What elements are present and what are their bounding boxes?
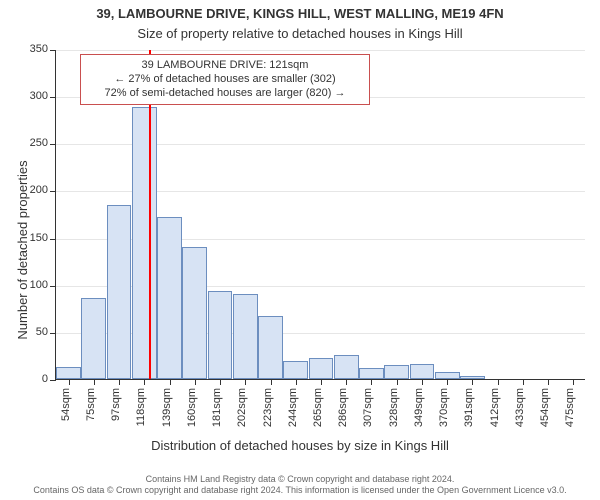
annotation-line-1: 39 LAMBOURNE DRIVE: 121sqm — [87, 59, 363, 73]
x-axis-label: Distribution of detached houses by size … — [0, 438, 600, 464]
y-tick-mark — [50, 144, 56, 145]
x-tick-mark — [69, 379, 70, 385]
x-tick-mark — [119, 379, 120, 385]
histogram-bar — [56, 367, 81, 379]
histogram-bar — [208, 291, 233, 379]
histogram-bar — [283, 361, 308, 379]
x-tick-label: 454sqm — [539, 388, 551, 427]
x-tick-mark — [371, 379, 372, 385]
histogram-bar — [81, 298, 106, 379]
x-tick-mark — [321, 379, 322, 385]
chart-subtitle: Size of property relative to detached ho… — [0, 26, 600, 41]
x-tick-mark — [144, 379, 145, 385]
annotation-box: 39 LAMBOURNE DRIVE: 121sqm ← 27% of deta… — [80, 54, 370, 105]
x-tick-label: 181sqm — [211, 388, 223, 427]
x-tick-label: 391sqm — [463, 388, 475, 427]
x-tick-mark — [447, 379, 448, 385]
x-tick-mark — [548, 379, 549, 385]
x-tick-mark — [472, 379, 473, 385]
x-tick-mark — [220, 379, 221, 385]
x-tick-label: 75sqm — [85, 388, 97, 421]
histogram-bar — [309, 358, 334, 379]
histogram-bar — [410, 364, 435, 379]
x-tick-label: 223sqm — [262, 388, 274, 427]
x-tick-mark — [422, 379, 423, 385]
y-tick-mark — [50, 50, 56, 51]
x-tick-mark — [245, 379, 246, 385]
x-tick-mark — [498, 379, 499, 385]
y-tick-mark — [50, 286, 56, 287]
histogram-bar — [107, 205, 132, 379]
y-tick-mark — [50, 380, 56, 381]
histogram-bar — [384, 365, 409, 379]
footer-line-1: Contains HM Land Registry data © Crown c… — [0, 474, 600, 485]
y-tick-label: 50 — [36, 326, 48, 338]
x-tick-mark — [296, 379, 297, 385]
histogram-bar — [157, 217, 182, 379]
y-tick-label: 150 — [30, 232, 48, 244]
histogram-chart: 39, LAMBOURNE DRIVE, KINGS HILL, WEST MA… — [0, 0, 600, 500]
x-tick-label: 118sqm — [135, 388, 147, 426]
chart-footer: Contains HM Land Registry data © Crown c… — [0, 474, 600, 496]
x-tick-label: 97sqm — [110, 388, 122, 421]
x-tick-label: 349sqm — [413, 388, 425, 427]
histogram-bar — [182, 247, 207, 379]
x-tick-mark — [397, 379, 398, 385]
y-tick-label: 250 — [30, 137, 48, 149]
x-tick-mark — [346, 379, 347, 385]
y-tick-mark — [50, 97, 56, 98]
histogram-bar — [359, 368, 384, 379]
footer-line-2: Contains OS data © Crown copyright and d… — [0, 485, 600, 496]
x-tick-mark — [271, 379, 272, 385]
x-tick-label: 412sqm — [489, 388, 501, 427]
histogram-bar — [132, 107, 157, 379]
x-tick-label: 244sqm — [287, 388, 299, 427]
y-tick-label: 350 — [30, 43, 48, 55]
y-tick-label: 300 — [30, 90, 48, 102]
x-tick-label: 160sqm — [186, 388, 198, 427]
gridline-h — [56, 50, 585, 51]
chart-title: 39, LAMBOURNE DRIVE, KINGS HILL, WEST MA… — [0, 6, 600, 21]
x-tick-mark — [195, 379, 196, 385]
x-tick-mark — [170, 379, 171, 385]
x-tick-label: 433sqm — [514, 388, 526, 427]
x-tick-label: 370sqm — [438, 388, 450, 427]
x-tick-label: 265sqm — [312, 388, 324, 427]
annotation-line-2: ← 27% of detached houses are smaller (30… — [87, 73, 363, 87]
x-tick-label: 54sqm — [60, 388, 72, 421]
annotation-line-3: 72% of semi-detached houses are larger (… — [87, 87, 363, 101]
x-tick-mark — [573, 379, 574, 385]
y-tick-label: 200 — [30, 184, 48, 196]
y-axis-label: Number of detached properties — [15, 160, 30, 339]
y-tick-mark — [50, 239, 56, 240]
y-tick-mark — [50, 333, 56, 334]
histogram-bar — [435, 372, 460, 379]
x-tick-mark — [94, 379, 95, 385]
x-tick-label: 286sqm — [337, 388, 349, 427]
x-tick-label: 307sqm — [362, 388, 374, 427]
x-tick-mark — [523, 379, 524, 385]
x-tick-label: 202sqm — [236, 388, 248, 427]
y-tick-label: 100 — [30, 279, 48, 291]
x-tick-label: 328sqm — [388, 388, 400, 427]
histogram-bar — [334, 355, 359, 380]
histogram-bar — [258, 316, 283, 379]
x-tick-label: 139sqm — [161, 388, 173, 427]
x-tick-label: 475sqm — [564, 388, 576, 427]
histogram-bar — [233, 294, 258, 379]
y-tick-label: 0 — [42, 373, 48, 385]
y-tick-mark — [50, 191, 56, 192]
